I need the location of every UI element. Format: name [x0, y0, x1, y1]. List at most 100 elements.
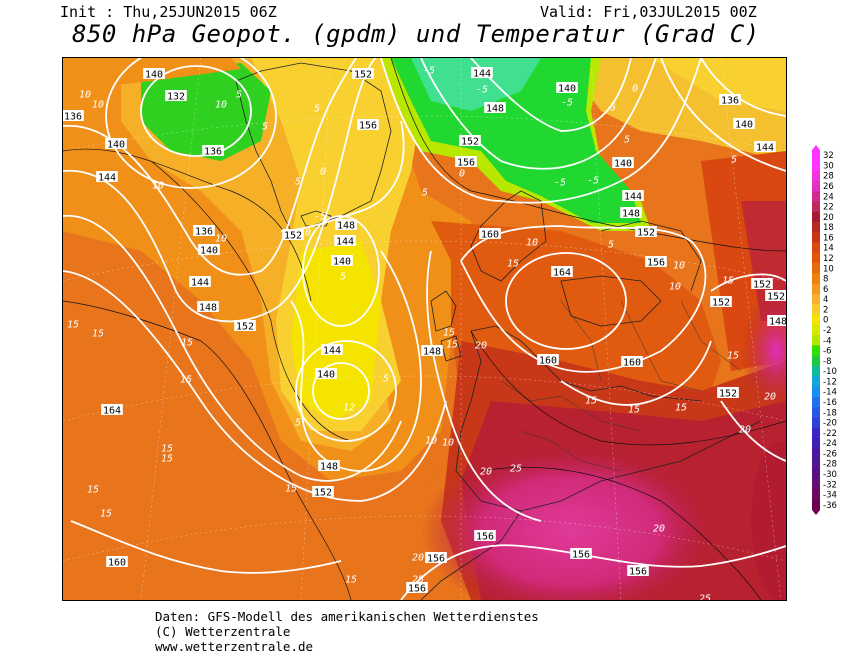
temperature-label: 5: [383, 374, 389, 385]
temperature-label: -5: [314, 212, 326, 223]
legend-swatch: [812, 180, 820, 192]
temperature-label: 10: [673, 261, 685, 272]
temperature-label: 25: [412, 575, 424, 586]
geopotential-label-bg: [282, 229, 304, 240]
temperature-label: 10: [92, 100, 104, 111]
geopotential-label-bg: [315, 368, 337, 379]
geopotential-label: 144: [756, 143, 774, 154]
geopotential-label: 144: [98, 173, 116, 184]
credit-website[interactable]: www.wetterzentrale.de: [155, 639, 314, 654]
temperature-label: 15: [181, 338, 193, 349]
legend-swatch: [812, 324, 820, 336]
legend-swatch: [812, 417, 820, 429]
legend-swatch: [812, 386, 820, 398]
geopotential-label-bg: [312, 486, 334, 497]
temperature-label: 10: [215, 234, 227, 245]
geopotential-label: 140: [107, 140, 125, 151]
geopotential-label: 148: [423, 347, 441, 358]
temperature-label: 5: [624, 135, 630, 146]
temperature-label: 5: [236, 90, 242, 101]
temperature-label: 5: [731, 155, 737, 166]
legend-swatch: [812, 396, 820, 408]
chart-title: 850 hPa Geopot. (gpdm) und Temperatur (G…: [72, 20, 760, 48]
geopotential-label: 140: [200, 246, 218, 257]
temperature-label: 15: [722, 276, 734, 287]
geopotential-label-bg: [459, 135, 481, 146]
geopotential-label-bg: [335, 219, 357, 230]
legend-swatch: [812, 438, 820, 449]
geopotential-label-bg: [143, 68, 165, 79]
temperature-label: 0: [632, 84, 638, 95]
geopotential-label-bg: [551, 266, 573, 277]
legend-label: -4: [823, 336, 831, 346]
geopotential-label: 144: [336, 237, 354, 248]
legend-label: -36: [823, 501, 837, 511]
temperature-label: 15: [443, 328, 455, 339]
temperature-label: 15: [161, 454, 173, 465]
geopotential-label: 140: [333, 257, 351, 268]
temperature-label: 20: [739, 425, 751, 436]
weather-map: 140 132 136 140 144 136 136 140 144 148 152 164 160 1…: [62, 57, 787, 601]
legend-label: -24: [823, 439, 837, 449]
geopotential-label-bg: [421, 345, 443, 356]
legend-label: -34: [823, 491, 837, 501]
geopotential-label-bg: [352, 68, 374, 79]
legend-label: -28: [823, 460, 837, 470]
legend-swatch: [812, 314, 820, 326]
geopotential-labels: 140 132 136 140 144 136 136 140 144 148 152 164 160 1…: [63, 67, 787, 595]
geopotential-label-bg: [620, 207, 642, 218]
temperature-field: [63, 58, 786, 600]
legend-swatch: [812, 191, 820, 202]
legend-label: -32: [823, 480, 837, 490]
geopotential-label: 152: [314, 488, 332, 499]
geopotential-label-bg: [63, 110, 84, 121]
geopotential-label: 156: [629, 567, 647, 578]
geopotential-label-bg: [165, 90, 187, 101]
geopotential-label: 144: [473, 69, 491, 80]
temperature-label: 10: [669, 282, 681, 293]
geopotential-label-bg: [479, 228, 501, 239]
temperature-label: 0: [305, 228, 311, 239]
geopotential-label: 148: [769, 317, 787, 328]
temperature-label: 15: [285, 484, 297, 495]
temperature-label: -5: [423, 66, 435, 77]
temperature-label: 15: [67, 320, 79, 331]
geopotential-label: 156: [408, 584, 426, 595]
legend-label: -22: [823, 429, 837, 439]
legend-swatch: [812, 160, 820, 171]
legend-label: -30: [823, 470, 837, 480]
geopotential-label: 140: [614, 159, 632, 170]
geopotential-label: 140: [317, 370, 335, 381]
geopotential-label: 148: [199, 303, 217, 314]
temperature-label: 15: [345, 575, 357, 586]
legend-swatch: [812, 407, 820, 418]
color-legend: 32302826242220181614121086420-2-4-6-8-10…: [812, 145, 837, 515]
temperature-isotherms: [63, 58, 786, 600]
legend-label: 28: [823, 172, 834, 182]
geopotential-label: 156: [359, 121, 377, 132]
geopotential-label: 164: [103, 406, 121, 417]
geopotential-label: 148: [486, 104, 504, 115]
geopotential-label-bg: [234, 320, 256, 331]
geopotential-label: 152: [719, 389, 737, 400]
legend-label: 0: [823, 316, 828, 326]
temperature-label: 15: [100, 509, 112, 520]
init-time: Init : Thu,25JUN2015 06Z: [60, 3, 277, 21]
latlon-grid: [63, 58, 786, 600]
geopotential-label-bg: [537, 354, 559, 365]
geopotential-label-bg: [733, 118, 755, 129]
legend-label: 26: [823, 182, 834, 192]
legend-swatch: [812, 242, 820, 254]
geopotential-label: 144: [323, 346, 341, 357]
temperature-label: 15: [675, 403, 687, 414]
legend-label: 18: [823, 223, 834, 233]
legend-swatch: [812, 283, 820, 295]
legend-swatch: [812, 427, 820, 439]
geopotential-label: 132: [167, 92, 185, 103]
geopotential-label-bg: [556, 82, 578, 93]
geopotential-label: 164: [553, 268, 571, 279]
legend-swatch: [812, 232, 820, 243]
geopotential-label: 156: [427, 554, 445, 565]
legend-swatch: [812, 252, 820, 264]
